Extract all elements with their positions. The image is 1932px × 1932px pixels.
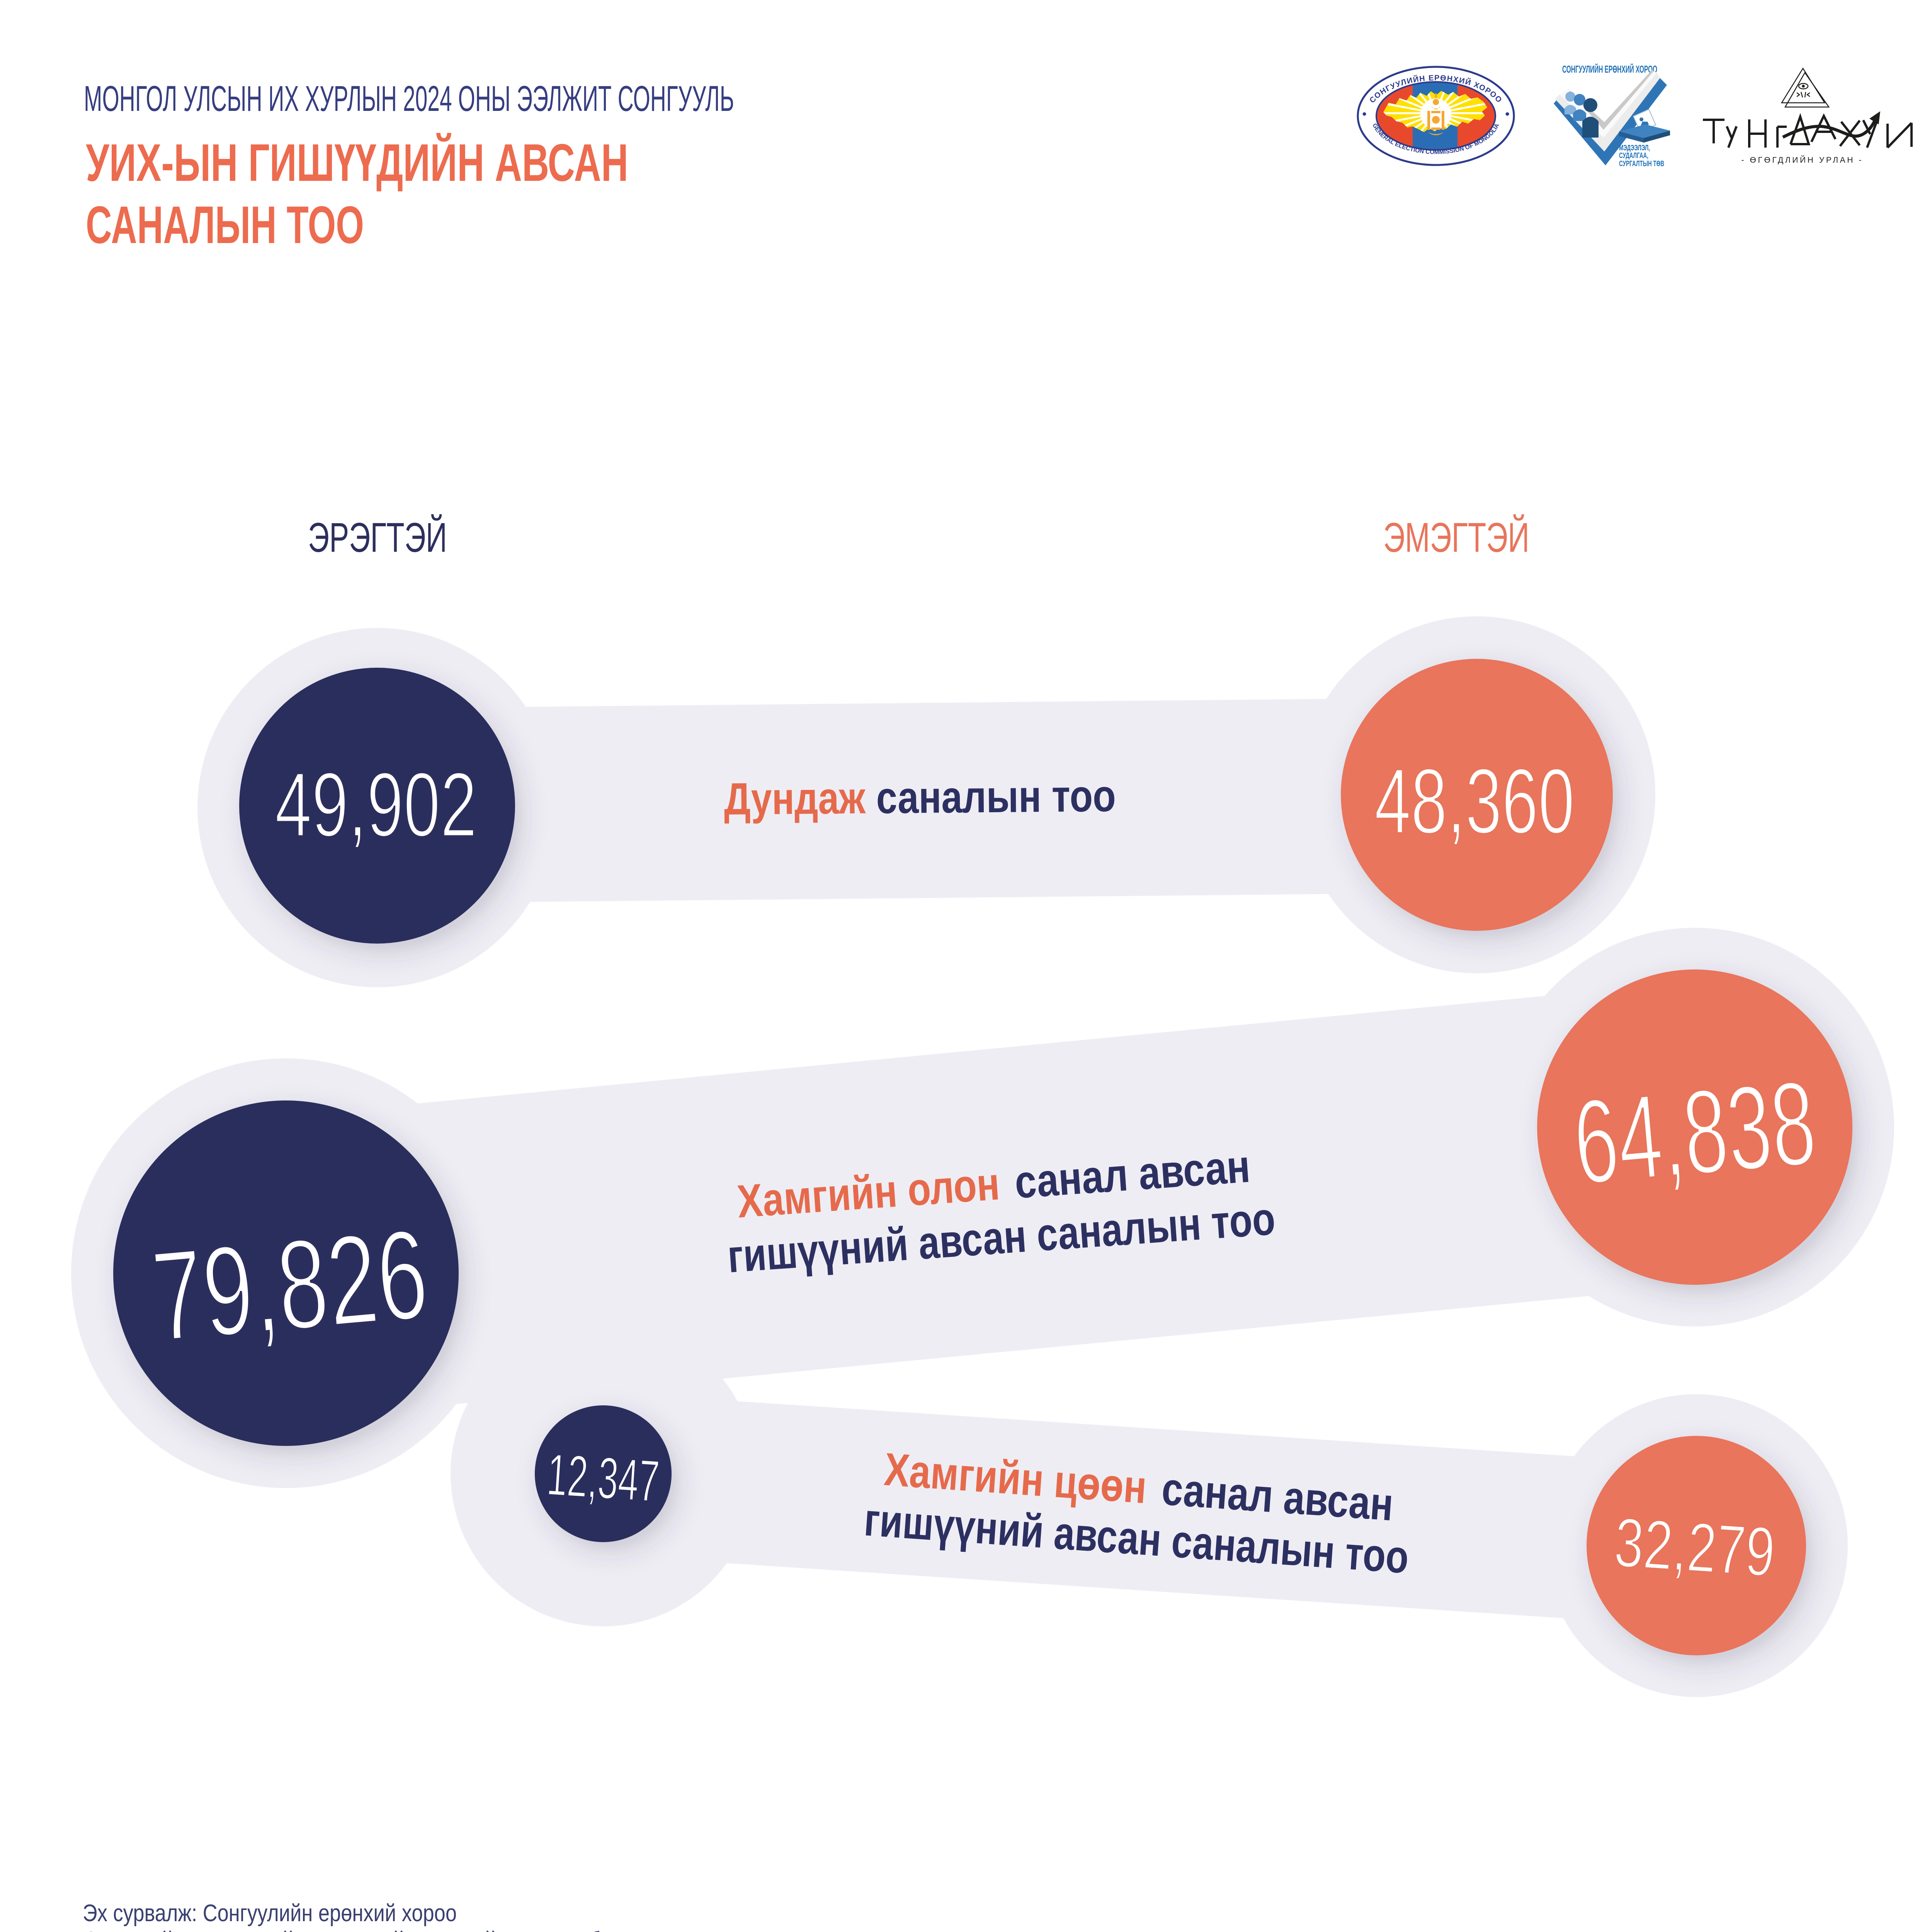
svg-text:ЭРЭГТЭЙ: ЭРЭГТЭЙ	[308, 514, 447, 561]
svg-text:ЭМЭГТЭЙ: ЭМЭГТЭЙ	[1383, 514, 1529, 561]
svg-text:саналын тоо: саналын тоо	[876, 770, 1116, 823]
svg-text:49,902: 49,902	[275, 753, 477, 856]
svg-text:УИХ-ЫН ГИШҮҮДИЙН АВСАН: УИХ-ЫН ГИШҮҮДИЙН АВСАН	[86, 133, 628, 192]
svg-text:- ӨГӨГДЛИЙН УРЛАН -: - ӨГӨГДЛИЙН УРЛАН -	[1742, 155, 1862, 165]
svg-text:64,838: 64,838	[1568, 1055, 1821, 1209]
svg-text:Эх сурвалж: Сонгуулийн ерөнхий: Эх сурвалж: Сонгуулийн ерөнхий хороо	[83, 1900, 457, 1927]
svg-text:12,347: 12,347	[545, 1442, 661, 1514]
svg-text:СОНГУУЛИЙН ЕРӨНХИЙ ХОРОО: СОНГУУЛИЙН ЕРӨНХИЙ ХОРОО	[1562, 63, 1657, 75]
svg-text:Өгөгдлийн дүрслэлийг Тунгаахуй: Өгөгдлийн дүрслэлийг Тунгаахуй өгөгдлийн…	[83, 1927, 659, 1932]
svg-text:32,279: 32,279	[1612, 1503, 1777, 1591]
svg-text:Дундаж: Дундаж	[724, 772, 866, 824]
svg-text:48,360: 48,360	[1374, 749, 1575, 853]
svg-text:МОНГОЛ УЛСЫН ИХ ХУРЛЫН 2024 ОН: МОНГОЛ УЛСЫН ИХ ХУРЛЫН 2024 ОНЫ ЭЭЛЖИТ С…	[84, 78, 734, 119]
svg-text:МЭДЭЭЛЭЛ,: МЭДЭЭЛЭЛ,	[1619, 144, 1650, 152]
svg-text:СУДАЛГАА,: СУДАЛГАА,	[1619, 151, 1648, 160]
svg-text:СУРГАЛТЫН ТӨВ: СУРГАЛТЫН ТӨВ	[1619, 160, 1664, 168]
svg-text:79,826: 79,826	[147, 1202, 433, 1368]
svg-text:САНАЛЫН ТОО: САНАЛЫН ТОО	[86, 196, 364, 255]
